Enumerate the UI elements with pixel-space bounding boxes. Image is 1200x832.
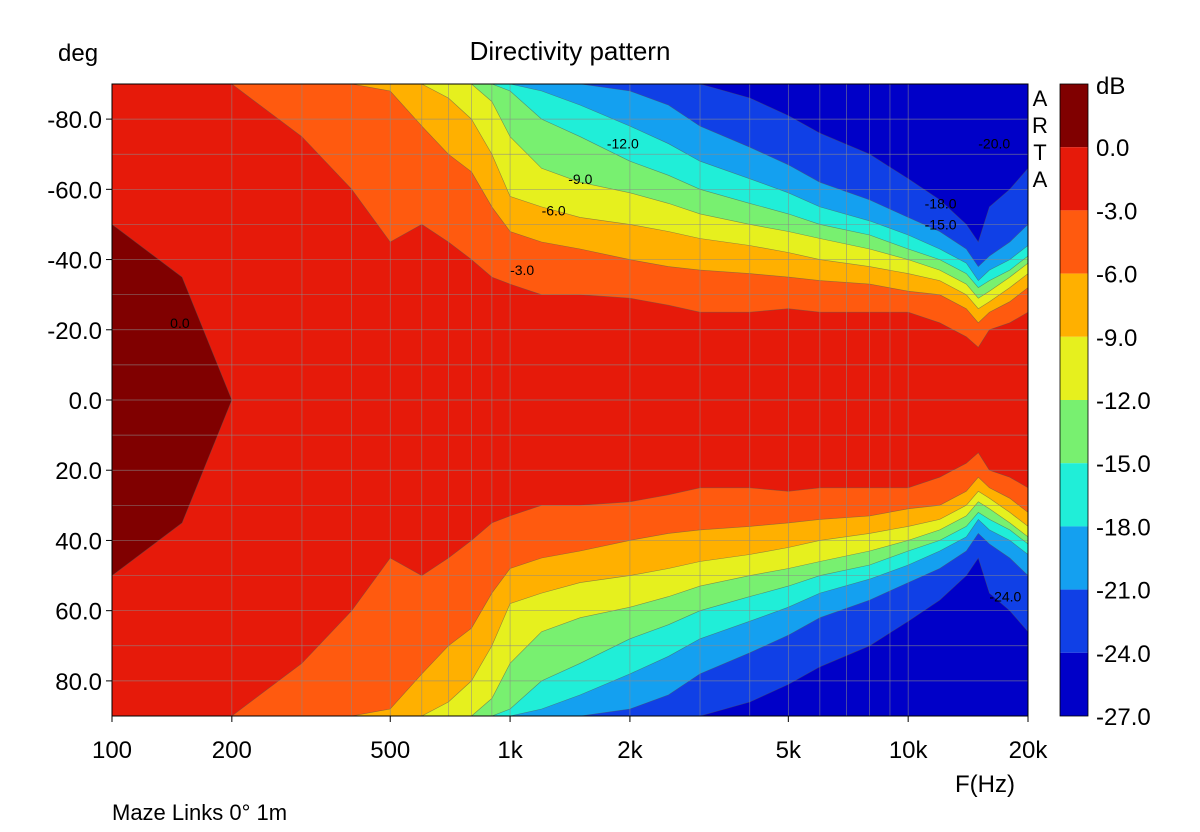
contour-labels: 0.0 -3.0 -6.0-9.0 -12.0 -18.0 -15.0 -20.0 -24.0 xyxy=(170,136,1021,605)
y-axis-ticks: -80.0 -60.0 -40.0 -20.0 0.0 20.0 40.0 60.0 80.0 xyxy=(47,107,112,696)
colorbar-tick-label: -21.0 xyxy=(1096,578,1151,605)
contour-label: -6.0 xyxy=(542,202,566,218)
colorbar-swatch xyxy=(1060,526,1088,590)
colorbar-swatch xyxy=(1060,210,1088,274)
y-tick-label: 0.0 xyxy=(69,388,102,415)
colorbar: 0.0 -3.0 -6.0 -9.0 -12.0 -15.0 -18.0 -21.0 -24.0… xyxy=(1059,73,1151,731)
colorbar-swatch xyxy=(1060,84,1088,148)
colorbar-swatch xyxy=(1060,336,1088,400)
colorbar-tick-label: 0.0 xyxy=(1096,135,1129,162)
contour-label: -12.0 xyxy=(607,136,639,152)
x-tick-label: 100 xyxy=(92,737,132,764)
colorbar-tick-label: -6.0 xyxy=(1096,262,1137,289)
colorbar-tick-label: -18.0 xyxy=(1096,514,1151,541)
side-letter: R xyxy=(1032,113,1048,138)
contour-label: -9.0 xyxy=(568,171,592,187)
colorbar-tick-label: -9.0 xyxy=(1096,325,1137,352)
x-tick-label: 20k xyxy=(1009,737,1049,764)
colorbar-swatch xyxy=(1060,273,1088,337)
side-letter: A xyxy=(1033,167,1048,192)
colorbar-tick-label: -24.0 xyxy=(1096,641,1151,668)
x-axis-label: F(Hz) xyxy=(955,771,1015,798)
y-tick-label: -40.0 xyxy=(47,248,102,275)
colorbar-unit: dB xyxy=(1096,73,1125,100)
colorbar-tick-label: -15.0 xyxy=(1096,451,1151,478)
contour-label: -3.0 xyxy=(510,262,534,278)
contour-label: -24.0 xyxy=(989,589,1021,605)
y-tick-label: -60.0 xyxy=(47,177,102,204)
contour-label: 0.0 xyxy=(170,315,190,331)
chart-title: Directivity pattern xyxy=(470,36,671,66)
y-axis-label: deg xyxy=(58,40,98,67)
colorbar-swatch xyxy=(1060,400,1088,464)
x-tick-label: 200 xyxy=(212,737,252,764)
y-tick-label: -20.0 xyxy=(47,318,102,345)
colorbar-swatch xyxy=(1060,147,1088,211)
y-tick-label: 60.0 xyxy=(55,599,102,626)
x-tick-label: 500 xyxy=(370,737,410,764)
side-letter: T xyxy=(1033,140,1046,165)
contour-label: -18.0 xyxy=(925,195,957,211)
y-tick-label: 40.0 xyxy=(55,528,102,555)
y-tick-label: 20.0 xyxy=(55,458,102,485)
colorbar-swatch xyxy=(1060,589,1088,653)
x-tick-label: 1k xyxy=(497,737,523,764)
contour-label: -15.0 xyxy=(925,216,957,232)
x-axis-ticks: 100 200 500 1k 2k 5k 10k 20k xyxy=(92,716,1048,764)
side-letter: A xyxy=(1033,86,1048,111)
measurement-caption: Maze Links 0° 1m xyxy=(112,800,288,825)
colorbar-swatch xyxy=(1060,463,1088,527)
colorbar-frame xyxy=(1059,83,1089,717)
y-tick-label: 80.0 xyxy=(55,669,102,696)
contour-label: -20.0 xyxy=(978,136,1010,152)
x-tick-label: 5k xyxy=(776,737,802,764)
colorbar-swatch xyxy=(1060,652,1088,716)
x-tick-label: 2k xyxy=(617,737,643,764)
colorbar-tick-label: -27.0 xyxy=(1096,704,1151,731)
colorbar-tick-label: -12.0 xyxy=(1096,388,1151,415)
colorbar-tick-label: -3.0 xyxy=(1096,198,1137,225)
grid xyxy=(112,84,1028,716)
y-tick-label: -80.0 xyxy=(47,107,102,134)
x-tick-label: 10k xyxy=(889,737,929,764)
